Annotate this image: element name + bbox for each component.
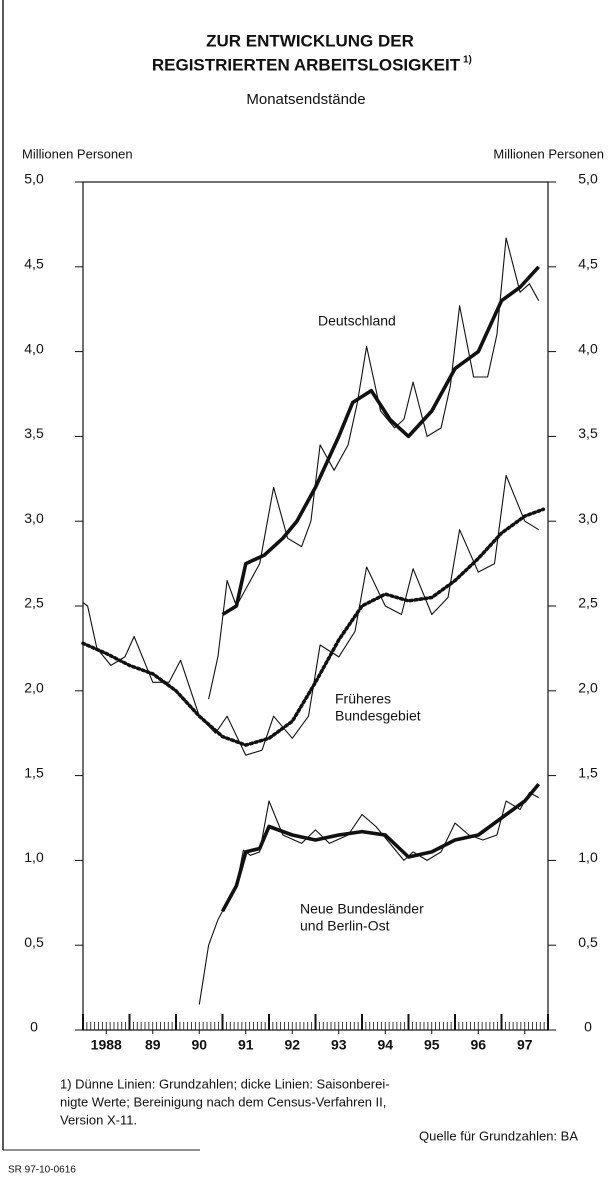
x-tick-label: 92	[284, 1037, 300, 1053]
x-tick-label: 96	[470, 1037, 486, 1053]
x-tick-label: 97	[517, 1037, 533, 1053]
y2-tick-label: 2,5	[578, 595, 598, 611]
series-line	[220, 782, 541, 913]
series-line	[221, 265, 541, 617]
y2-tick-label: 1,5	[578, 764, 598, 780]
chart-title: ZUR ENTWICKLUNG DER	[206, 31, 414, 50]
y2-tick-label: 3,0	[578, 510, 598, 526]
code: SR 97-10-0616	[8, 1165, 76, 1176]
y2-tick-label: 1,0	[578, 849, 598, 865]
y2-tick-label: 0,5	[578, 934, 598, 950]
series-line	[208, 237, 540, 700]
annotation: Neue Bundesländer	[300, 901, 424, 917]
x-tick-label: 89	[145, 1037, 161, 1053]
series-line	[81, 507, 546, 747]
annotation: Deutschland	[318, 313, 396, 329]
y2-tick-label: 2,0	[578, 680, 598, 696]
series-line	[198, 792, 539, 1005]
y-tick-label: 0,5	[24, 934, 44, 950]
y-tick-label: 3,5	[24, 425, 44, 441]
annotation: Bundesgebiet	[335, 708, 421, 724]
subtitle: Monatsendstände	[246, 91, 365, 108]
y-tick-label: 5,0	[24, 171, 44, 187]
chart-title: REGISTRIERTEN ARBEITSLOSIGKEIT	[152, 55, 461, 74]
footnote: nigte Werte; Bereinigung nach dem Census…	[60, 1094, 386, 1109]
title-note: 1)	[463, 55, 472, 66]
y2-tick-label: 0	[584, 1019, 592, 1035]
footnote: Version X-11.	[60, 1112, 137, 1127]
y2-tick-label: 4,0	[578, 340, 598, 356]
series-line	[82, 474, 539, 756]
x-tick-label: 91	[238, 1037, 254, 1053]
y-tick-label: 0	[30, 1019, 38, 1035]
y-tick-label: 2,5	[24, 595, 44, 611]
x-tick-label: 95	[424, 1037, 440, 1053]
y-tick-label: 3,0	[24, 510, 44, 526]
footnote: 1) Dünne Linien: Grundzahlen; dicke Lini…	[60, 1076, 390, 1091]
y2-tick-label: 4,5	[578, 256, 598, 272]
y-tick-label: 1,5	[24, 764, 44, 780]
x-tick-label: 1988	[91, 1037, 122, 1053]
x-tick-label: 94	[377, 1037, 393, 1053]
y-tick-label: 4,5	[24, 256, 44, 272]
annotation: Früheres	[335, 691, 391, 707]
y-tick-label: 1,0	[24, 849, 44, 865]
y2-tick-label: 3,5	[578, 425, 598, 441]
x-tick-label: 93	[331, 1037, 347, 1053]
source: Quelle für Grundzahlen: BA	[419, 1128, 578, 1143]
annotation: und Berlin-Ost	[300, 918, 390, 934]
y-tick-label: 2,0	[24, 680, 44, 696]
x-tick-label: 90	[191, 1037, 207, 1053]
y2-axis-label: Millionen Personen	[493, 146, 604, 161]
y-axis-label: Millionen Personen	[22, 146, 133, 161]
y2-tick-label: 5,0	[578, 171, 598, 187]
y-tick-label: 4,0	[24, 340, 44, 356]
